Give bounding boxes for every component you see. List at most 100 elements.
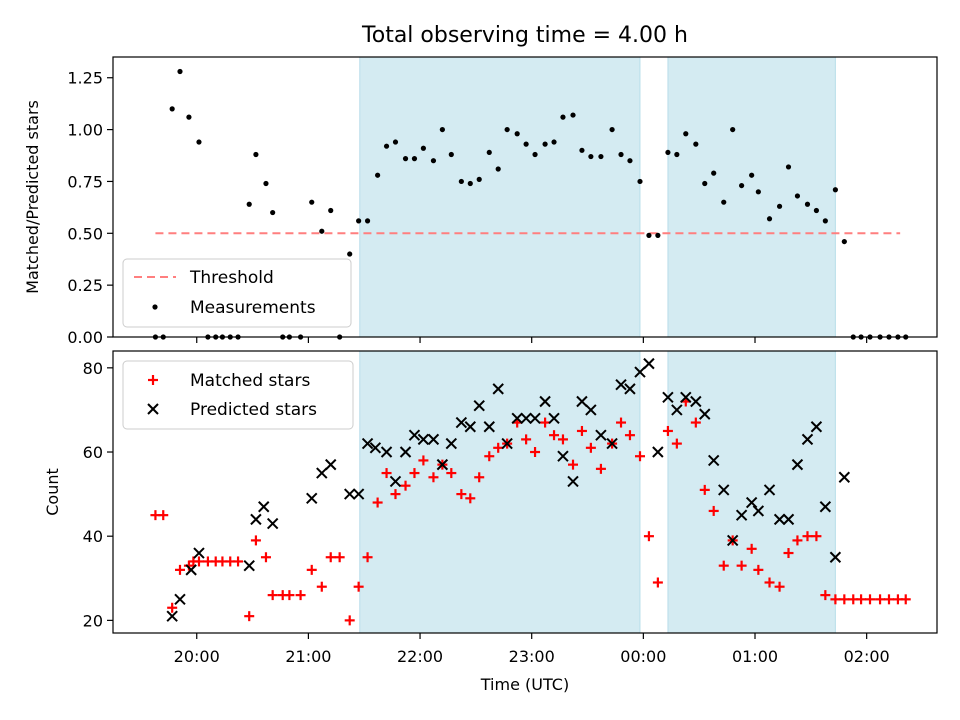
measurement-point bbox=[458, 178, 464, 185]
matched-star-point bbox=[699, 484, 710, 495]
matched-star-point bbox=[418, 455, 429, 466]
predicted-star-point bbox=[243, 559, 255, 572]
matched-star-point bbox=[521, 434, 532, 445]
matched-star-point bbox=[295, 590, 306, 601]
predicted-star-point bbox=[501, 437, 513, 450]
matched-star-point bbox=[465, 493, 476, 504]
predicted-star-mark-b bbox=[193, 547, 205, 559]
measurement-point bbox=[766, 216, 773, 222]
predicted-star-point bbox=[548, 412, 560, 425]
predicted-star-mark-b bbox=[801, 433, 814, 446]
predicted-star-mark-b bbox=[464, 421, 476, 433]
matched-star-point bbox=[334, 552, 345, 563]
matched-star-point bbox=[585, 442, 596, 453]
bottom-observing-window-1 bbox=[359, 350, 641, 634]
matched-star-point bbox=[390, 489, 401, 500]
top-panel: 0.00 0.25 0.50 0.75 1.00 1.25 Matched/Predicte… bbox=[23, 56, 938, 347]
matched-star-point bbox=[372, 497, 383, 508]
matched-star-point bbox=[325, 552, 336, 563]
predicted-star-mark-b bbox=[389, 475, 402, 488]
predicted-star-mark-b bbox=[325, 458, 337, 471]
bottom-legend: Matched stars Predicted stars bbox=[122, 360, 354, 430]
matched-star-point bbox=[456, 489, 467, 500]
predicted-star-mark-b bbox=[250, 513, 262, 526]
predicted-star-point bbox=[455, 416, 468, 429]
matched-star-point bbox=[284, 590, 295, 601]
matched-star-point bbox=[446, 468, 457, 479]
predicted-star-mark-b bbox=[174, 593, 186, 606]
measurement-point bbox=[532, 151, 538, 158]
predicted-star-mark-b bbox=[352, 488, 365, 500]
measurement-point bbox=[813, 207, 820, 214]
measurement-point bbox=[514, 131, 520, 137]
predicted-star-point bbox=[718, 484, 730, 496]
matched-star-point bbox=[830, 594, 841, 605]
predicted-star-point bbox=[316, 467, 328, 479]
predicted-star-point bbox=[773, 513, 786, 526]
predicted-star-point bbox=[529, 412, 541, 425]
matched-star-point bbox=[856, 594, 867, 605]
predicted-star-point bbox=[801, 433, 814, 446]
predicted-star-point bbox=[445, 437, 458, 450]
predicted-star-mark-b bbox=[763, 484, 776, 496]
predicted-star-point bbox=[782, 513, 795, 526]
matched-star-point bbox=[875, 594, 886, 605]
matched-star-point bbox=[820, 590, 831, 601]
predicted-star-mark-b bbox=[539, 395, 551, 408]
xtick-label: 02:00 bbox=[844, 647, 890, 666]
measurement-point bbox=[430, 158, 437, 164]
measurement-point bbox=[448, 151, 454, 158]
matched-star-point bbox=[708, 505, 719, 516]
matched-star-point bbox=[549, 430, 560, 441]
matched-star-point bbox=[428, 472, 439, 483]
measurement-point bbox=[804, 201, 811, 207]
predicted-star-mark-b bbox=[408, 429, 421, 441]
measurement-point bbox=[486, 149, 492, 156]
matched-star-point bbox=[353, 581, 364, 592]
measurement-point bbox=[794, 193, 801, 199]
matched-star-point bbox=[306, 564, 317, 575]
predicted-star-mark-b bbox=[680, 391, 692, 404]
measurement-point bbox=[364, 218, 371, 224]
matched-star-point bbox=[900, 594, 911, 605]
measurement-point bbox=[383, 143, 390, 149]
predicted-star-point bbox=[615, 378, 627, 391]
legend-threshold-label: Threshold bbox=[189, 268, 274, 288]
top-ytick-label: 0.75 bbox=[67, 172, 103, 191]
measurement-point bbox=[841, 238, 847, 245]
predicted-star-point bbox=[399, 446, 412, 458]
measurement-point bbox=[776, 203, 783, 209]
predicted-star-mark-b bbox=[735, 509, 748, 521]
matched-star-point bbox=[736, 560, 747, 571]
top-axes-frame bbox=[112, 56, 938, 338]
measurement-point bbox=[186, 114, 192, 120]
measurement-point bbox=[356, 218, 362, 224]
matched-star-point bbox=[616, 417, 627, 428]
predicted-star-mark-b bbox=[652, 446, 664, 458]
predicted-star-mark-b bbox=[473, 400, 485, 412]
matched-star-point bbox=[158, 510, 169, 521]
predicted-star-point bbox=[652, 446, 664, 458]
top-observing-window-2 bbox=[667, 56, 836, 338]
measurement-point bbox=[504, 126, 510, 133]
matched-star-point bbox=[718, 560, 729, 571]
predicted-star-point bbox=[473, 400, 485, 412]
predicted-star-mark-b bbox=[557, 450, 569, 462]
xtick-label: 23:00 bbox=[509, 647, 555, 666]
measurement-point bbox=[347, 251, 353, 257]
legend-measurements-label: Measurements bbox=[190, 298, 316, 318]
measurement-point bbox=[588, 153, 594, 160]
matched-star-point bbox=[233, 556, 244, 567]
predicted-star-mark-b bbox=[185, 564, 197, 576]
matched-star-point bbox=[595, 463, 606, 474]
predicted-star-mark-b bbox=[838, 471, 851, 483]
matched-star-point bbox=[474, 472, 485, 483]
predicted-star-point bbox=[752, 505, 765, 517]
measurement-point bbox=[196, 139, 202, 145]
top-observing-window-1 bbox=[359, 56, 641, 338]
matched-star-point bbox=[662, 425, 673, 436]
predicted-star-mark-b bbox=[567, 475, 579, 488]
predicted-star-mark-b bbox=[643, 357, 655, 370]
predicted-star-mark-b bbox=[707, 454, 720, 467]
measurement-point bbox=[560, 114, 566, 120]
